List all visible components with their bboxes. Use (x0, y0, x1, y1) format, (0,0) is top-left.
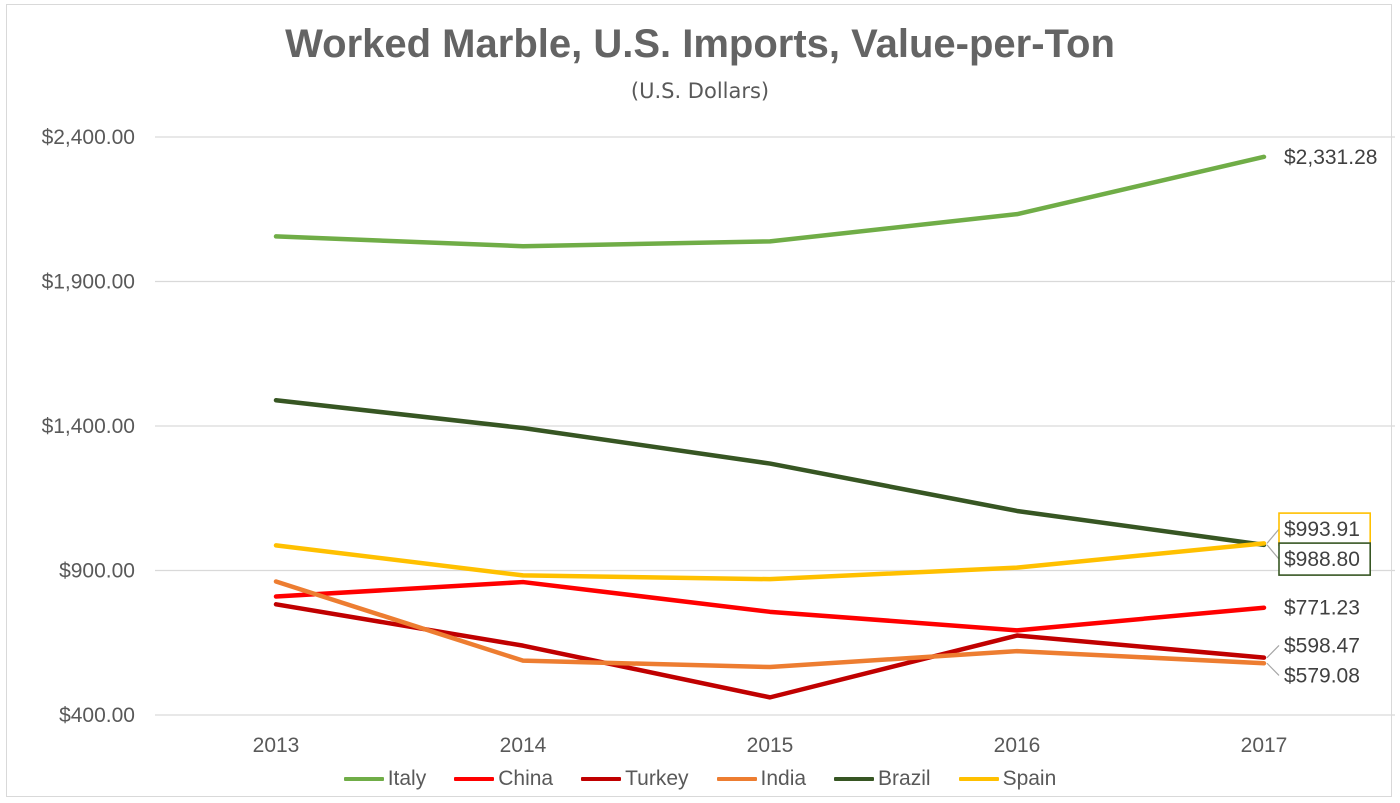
x-tick-label: 2014 (500, 734, 547, 757)
y-tick-label: $900.00 (59, 560, 135, 583)
x-tick-label: 2016 (994, 734, 1041, 757)
chart-subtitle: (U.S. Dollars) (630, 79, 770, 103)
legend-item-india: India (716, 767, 807, 791)
legend-label: Brazil (878, 767, 931, 790)
legend-swatch (958, 777, 999, 781)
data-label-china: $771.23 (1284, 597, 1360, 620)
leader-line (1266, 662, 1280, 676)
legend-item-spain: Spain (958, 767, 1057, 791)
x-axis: 2013 2014 2015 2016 2017 (253, 734, 1288, 757)
legend: Italy China Turkey India Brazil Spain (0, 767, 1400, 791)
legend-item-brazil: Brazil (834, 767, 931, 791)
data-labels: $2,331.28 $993.91 $988.80 $771.23 $598.47 $57… (1266, 146, 1377, 687)
leader-line (1266, 528, 1280, 544)
y-tick-label: $1,400.00 (42, 415, 135, 438)
x-tick-label: 2017 (1241, 734, 1288, 757)
legend-item-china: China (454, 767, 553, 791)
legend-label: Turkey (625, 767, 689, 790)
gridlines (155, 136, 1395, 716)
data-label-spain: $993.91 (1284, 518, 1360, 541)
series-line-spain (273, 541, 1267, 582)
legend-swatch (343, 777, 384, 781)
line-chart-plot: $400.00 $900.00 $1,400.00 $1,900.00 $2,400.0… (42, 126, 1395, 757)
y-tick-label: $1,900.00 (42, 271, 135, 294)
legend-item-turkey: Turkey (581, 767, 689, 791)
x-tick-label: 2013 (253, 734, 300, 757)
data-label-turkey: $598.47 (1284, 634, 1360, 657)
legend-swatch (834, 777, 875, 781)
legend-swatch (581, 777, 622, 781)
data-label-italy: $2,331.28 (1284, 146, 1377, 169)
chart-title: Worked Marble, U.S. Imports, Value-per-T… (285, 22, 1115, 66)
data-label-india: $579.08 (1284, 664, 1360, 687)
series-line-turkey (273, 602, 1267, 700)
legend-swatch (716, 777, 757, 781)
data-label-box (1278, 512, 1371, 546)
leader-line (1266, 645, 1280, 659)
y-axis: $400.00 $900.00 $1,400.00 $1,900.00 $2,400.0… (42, 126, 135, 727)
series-lines (273, 154, 1267, 700)
y-tick-label: $400.00 (59, 704, 135, 727)
legend-item-italy: Italy (343, 767, 427, 791)
series-line-italy (273, 154, 1267, 249)
series-line-brazil (273, 398, 1267, 548)
legend-label: India (760, 767, 807, 790)
data-label-brazil: $988.80 (1284, 548, 1360, 571)
data-label-box (1278, 542, 1371, 576)
legend-label: China (498, 767, 554, 790)
legend-label: Spain (1002, 767, 1057, 790)
series-line-china (273, 579, 1267, 633)
leader-line (1266, 544, 1280, 560)
series-line-india (273, 579, 1267, 670)
x-tick-label: 2015 (747, 734, 794, 757)
legend-swatch (454, 777, 495, 781)
y-tick-label: $2,400.00 (42, 126, 135, 149)
legend-label: Italy (387, 767, 427, 790)
